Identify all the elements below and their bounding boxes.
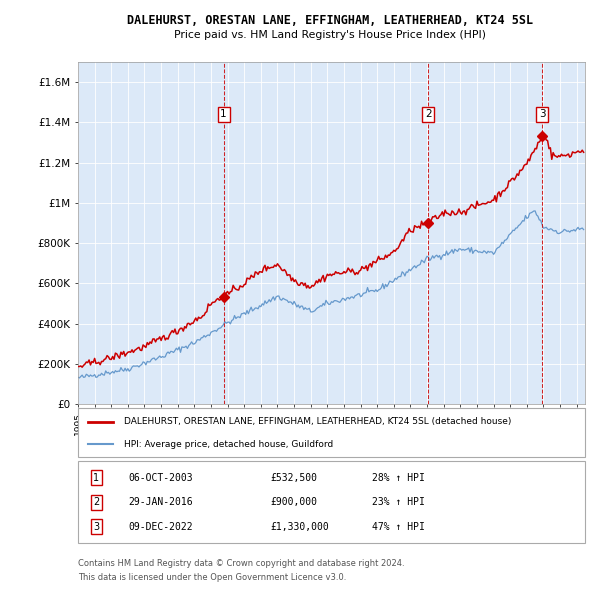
Text: 3: 3	[539, 109, 545, 119]
Text: 3: 3	[93, 522, 100, 532]
Text: 29-JAN-2016: 29-JAN-2016	[128, 497, 193, 507]
Text: 2: 2	[425, 109, 432, 119]
Text: 06-OCT-2003: 06-OCT-2003	[128, 473, 193, 483]
Text: This data is licensed under the Open Government Licence v3.0.: This data is licensed under the Open Gov…	[78, 573, 346, 582]
FancyBboxPatch shape	[78, 408, 585, 457]
Text: 47% ↑ HPI: 47% ↑ HPI	[372, 522, 425, 532]
Text: £900,000: £900,000	[271, 497, 317, 507]
Text: HPI: Average price, detached house, Guildford: HPI: Average price, detached house, Guil…	[124, 440, 333, 448]
Text: 09-DEC-2022: 09-DEC-2022	[128, 522, 193, 532]
FancyBboxPatch shape	[78, 461, 585, 543]
Text: Contains HM Land Registry data © Crown copyright and database right 2024.: Contains HM Land Registry data © Crown c…	[78, 559, 404, 568]
Text: 23% ↑ HPI: 23% ↑ HPI	[372, 497, 425, 507]
Text: DALEHURST, ORESTAN LANE, EFFINGHAM, LEATHERHEAD, KT24 5SL: DALEHURST, ORESTAN LANE, EFFINGHAM, LEAT…	[127, 14, 533, 27]
Text: £1,330,000: £1,330,000	[271, 522, 329, 532]
Text: 2: 2	[93, 497, 100, 507]
Text: £532,500: £532,500	[271, 473, 317, 483]
Text: 28% ↑ HPI: 28% ↑ HPI	[372, 473, 425, 483]
Text: 1: 1	[220, 109, 227, 119]
Text: 1: 1	[93, 473, 100, 483]
Text: DALEHURST, ORESTAN LANE, EFFINGHAM, LEATHERHEAD, KT24 5SL (detached house): DALEHURST, ORESTAN LANE, EFFINGHAM, LEAT…	[124, 417, 511, 426]
Text: Price paid vs. HM Land Registry's House Price Index (HPI): Price paid vs. HM Land Registry's House …	[174, 31, 486, 40]
